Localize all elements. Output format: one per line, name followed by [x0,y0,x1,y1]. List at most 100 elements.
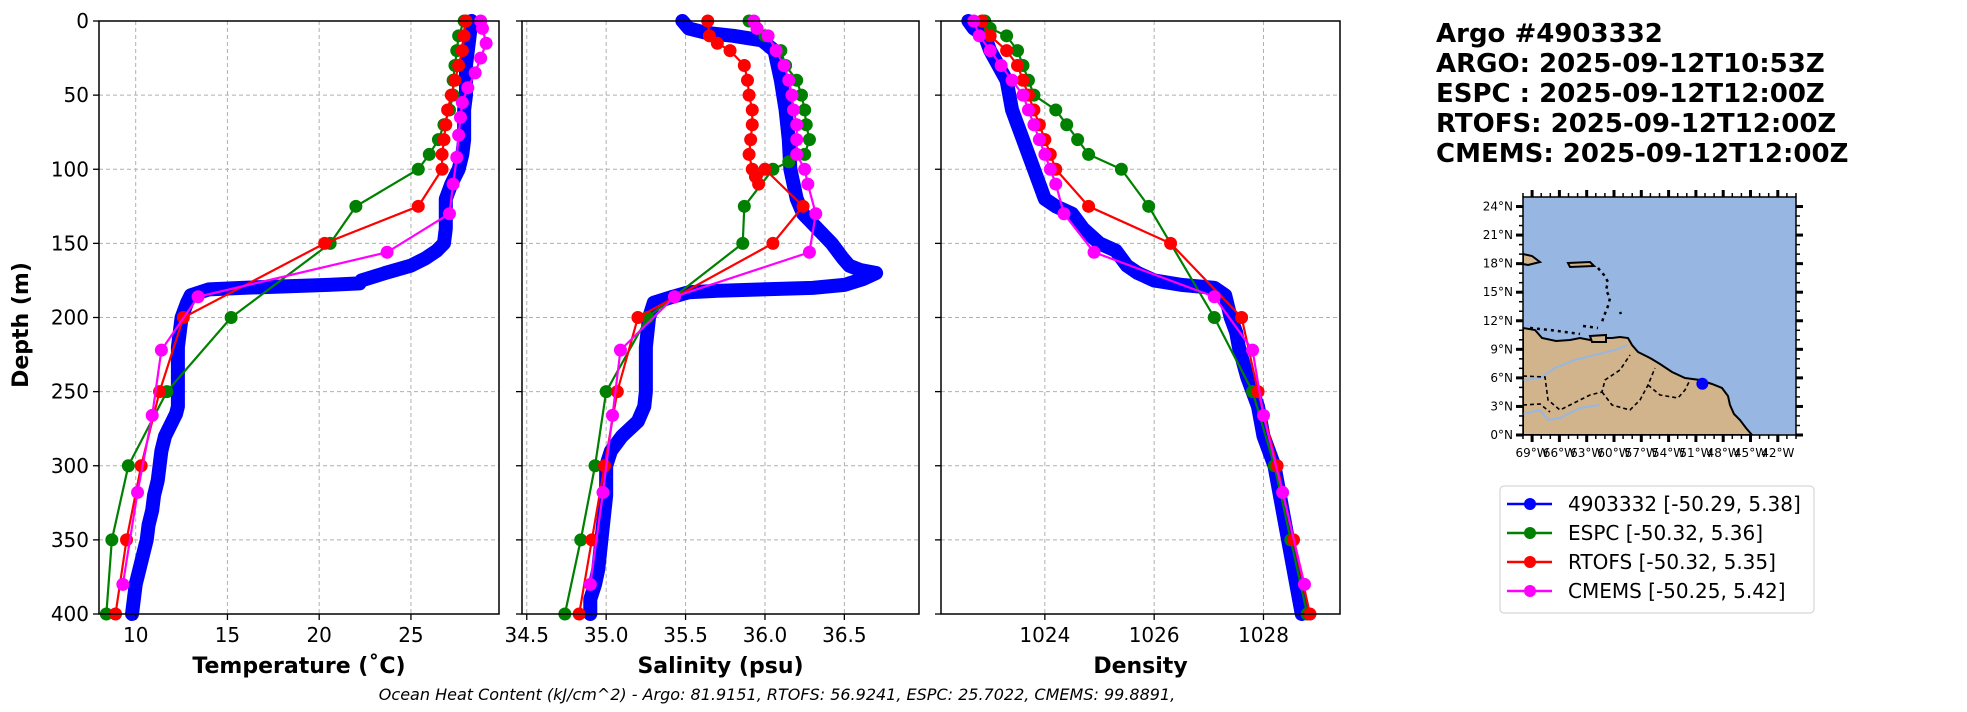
data-point [983,44,997,58]
data-point [856,272,870,286]
data-point [631,311,645,324]
legend-item-espc: ESPC [-50.32, 5.36] [1507,521,1763,545]
data-point [1021,103,1035,117]
data-point [1071,133,1085,147]
data-point [1016,73,1030,87]
legend-marker-icon [1524,527,1536,539]
data-point [742,147,756,161]
data-point [154,444,168,458]
y-tick-label: 50 [64,83,89,107]
data-point [437,133,451,147]
data-point [441,103,455,117]
data-point [439,118,453,132]
data-point [637,399,651,413]
data-point [1147,273,1161,287]
data-point [726,29,740,43]
density-panel: 1024 1026 1028 Density [935,14,1341,679]
map-ticks: 0°N 3°N 6°N 9°N 12°N 15°N 18°N 21°N 24°N 69°W66°W… [1483,190,1803,460]
data-point [1027,162,1041,176]
data-point [380,245,394,259]
info-cmems-time: CMEMS: 2025-09-12T12:00Z [1436,139,1848,169]
map-lon-label: 66°W [1543,446,1576,460]
data-point [583,592,597,606]
data-point [1000,44,1014,58]
data-point [787,177,801,191]
data-point [801,177,815,191]
x-tick-label: 1024 [1019,623,1070,647]
data-point [598,459,612,473]
data-point [750,21,764,35]
data-point [752,177,766,191]
data-point [461,81,475,95]
data-point [736,236,750,250]
legend-label: ESPC [-50.32, 5.36] [1568,521,1763,545]
map-river-orinoco [1523,344,1629,381]
legend-frame [1499,485,1815,614]
data-point [1005,103,1019,117]
data-point [439,192,453,206]
data-point [799,118,813,132]
info-block: Argo #4903332 ARGO: 2025-09-12T10:53Z ES… [1436,19,1848,169]
data-point [1049,177,1063,191]
data-point [1011,58,1025,72]
temperature-panel: 10 15 20 25050100150200250300350400Temperat… [51,9,500,679]
data-point [1207,311,1221,324]
map-lon-label: 69°W [1516,446,1549,460]
x-tick-label: 1026 [1129,623,1180,647]
series-cmems [967,14,1311,591]
data-point [1109,244,1123,258]
data-point [667,290,681,304]
data-point [411,162,425,176]
x-tick-label: 10 [123,623,148,647]
y-tick-label: 100 [51,157,89,181]
data-point [134,459,148,473]
data-point [983,29,997,43]
data-point [452,58,466,72]
data-point [1251,385,1265,399]
legend-label: 4903332 [-50.29, 5.38] [1568,492,1801,516]
data-point [790,147,804,161]
data-point [782,73,796,87]
data-point [1027,118,1041,132]
y-tick-label: 250 [51,380,89,404]
data-point [1087,245,1101,259]
legend-item-argo: 4903332 [-50.29, 5.38] [1507,492,1801,516]
data-point [631,414,645,428]
legend-marker-icon [1524,498,1536,510]
data-point [422,147,436,161]
data-point [1270,459,1284,473]
map-lon-label: 45°W [1734,446,1767,460]
data-point [1038,192,1052,206]
data-point [745,103,759,117]
map-lat-label: 12°N [1483,314,1513,328]
data-point [802,133,816,147]
map-lon-label: 48°W [1707,446,1740,460]
data-point [1032,177,1046,191]
y-tick-label: 350 [51,528,89,552]
data-point [1043,162,1057,176]
data-point [796,199,810,213]
y-tick-label: 400 [51,602,89,626]
data-point [479,36,493,50]
data-point [1002,88,1016,102]
data-point [798,162,812,176]
data-point [1276,485,1290,499]
data-point [129,577,143,591]
data-point [349,199,363,213]
x-tick-label: 15 [215,623,240,647]
data-point [145,408,159,422]
data-point [1016,133,1030,147]
data-point [353,276,367,290]
data-point [1032,133,1046,147]
data-point [869,266,883,280]
data-point [154,343,168,357]
data-point [446,177,460,191]
legend-label: RTOFS [-50.32, 5.35] [1568,550,1776,574]
data-point [744,133,758,147]
data-point [151,474,165,488]
legend: 4903332 [-50.29, 5.38] ESPC [-50.32, 5.3… [1499,485,1815,614]
data-point [785,88,799,102]
data-point [1076,222,1090,236]
map-lon-label: 51°W [1679,446,1712,460]
